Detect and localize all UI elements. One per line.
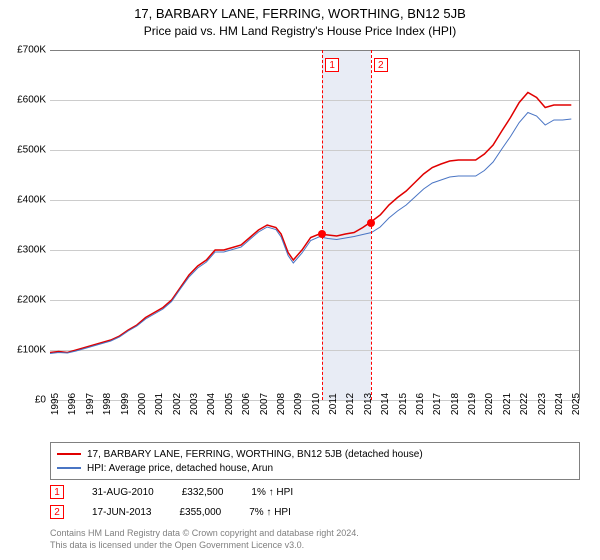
x-tick-label: 1996 (67, 393, 78, 415)
y-tick-label: £300K (17, 245, 46, 256)
y-tick-label: £700K (17, 45, 46, 56)
event-price: £332,500 (182, 487, 224, 498)
event-marker-box: 1 (325, 58, 339, 72)
chart-plot-area: 12 £0£100K£200K£300K£400K£500K£600K£700K… (50, 50, 580, 400)
legend-label: 17, BARBARY LANE, FERRING, WORTHING, BN1… (87, 449, 423, 460)
y-tick-label: £400K (17, 195, 46, 206)
x-tick-label: 2023 (537, 393, 548, 415)
x-tick-label: 2012 (345, 393, 356, 415)
x-tick-label: 2025 (571, 393, 582, 415)
x-tick-label: 2014 (380, 393, 391, 415)
x-tick-label: 2010 (311, 393, 322, 415)
event-index-box: 1 (50, 485, 64, 499)
event-dashed-line (322, 50, 323, 400)
chart-title-block: 17, BARBARY LANE, FERRING, WORTHING, BN1… (0, 0, 600, 38)
x-tick-label: 2016 (415, 393, 426, 415)
chart-title-main: 17, BARBARY LANE, FERRING, WORTHING, BN1… (0, 6, 600, 21)
x-tick-label: 2006 (241, 393, 252, 415)
footer-attribution: Contains HM Land Registry data © Crown c… (50, 528, 580, 551)
event-date: 17-JUN-2013 (92, 507, 151, 518)
events-table: 1 31-AUG-2010 £332,500 1% ↑ HPI 2 17-JUN… (50, 482, 580, 522)
series-line (50, 93, 571, 353)
x-tick-label: 1999 (120, 393, 131, 415)
y-tick-label: £500K (17, 145, 46, 156)
x-tick-label: 1995 (50, 393, 61, 415)
x-tick-label: 2021 (502, 393, 513, 415)
x-tick-label: 2013 (363, 393, 374, 415)
x-tick-label: 2002 (172, 393, 183, 415)
event-dot (318, 230, 326, 238)
x-tick-label: 2001 (154, 393, 165, 415)
event-date: 31-AUG-2010 (92, 487, 154, 498)
legend-box: 17, BARBARY LANE, FERRING, WORTHING, BN1… (50, 442, 580, 480)
x-tick-label: 2005 (224, 393, 235, 415)
x-tick-label: 2004 (206, 393, 217, 415)
event-delta: 7% ↑ HPI (249, 507, 291, 518)
x-tick-label: 2007 (259, 393, 270, 415)
y-tick-label: £100K (17, 345, 46, 356)
x-tick-label: 1997 (85, 393, 96, 415)
legend-item: 17, BARBARY LANE, FERRING, WORTHING, BN1… (57, 447, 573, 461)
x-tick-label: 2003 (189, 393, 200, 415)
event-index-box: 2 (50, 505, 64, 519)
event-marker-box: 2 (374, 58, 388, 72)
event-row: 1 31-AUG-2010 £332,500 1% ↑ HPI (50, 482, 580, 502)
footer-line: Contains HM Land Registry data © Crown c… (50, 528, 580, 540)
x-tick-label: 2015 (398, 393, 409, 415)
x-tick-label: 2019 (467, 393, 478, 415)
x-tick-label: 1998 (102, 393, 113, 415)
event-row: 2 17-JUN-2013 £355,000 7% ↑ HPI (50, 502, 580, 522)
x-tick-label: 2008 (276, 393, 287, 415)
x-tick-label: 2017 (432, 393, 443, 415)
x-tick-label: 2024 (554, 393, 565, 415)
x-tick-label: 2009 (293, 393, 304, 415)
event-delta: 1% ↑ HPI (251, 487, 293, 498)
x-tick-label: 2018 (450, 393, 461, 415)
event-price: £355,000 (179, 507, 221, 518)
footer-line: This data is licensed under the Open Gov… (50, 540, 580, 552)
line-series-svg (50, 50, 580, 400)
legend-swatch (57, 453, 81, 455)
legend-label: HPI: Average price, detached house, Arun (87, 463, 273, 474)
x-tick-label: 2011 (328, 393, 339, 415)
x-tick-label: 2000 (137, 393, 148, 415)
y-tick-label: £200K (17, 295, 46, 306)
y-tick-label: £0 (35, 395, 46, 406)
legend-swatch (57, 467, 81, 469)
series-line (50, 113, 571, 354)
y-tick-label: £600K (17, 95, 46, 106)
x-tick-label: 2022 (519, 393, 530, 415)
legend-item: HPI: Average price, detached house, Arun (57, 461, 573, 475)
event-dot (367, 219, 375, 227)
chart-title-sub: Price paid vs. HM Land Registry's House … (0, 24, 600, 38)
x-tick-label: 2020 (484, 393, 495, 415)
